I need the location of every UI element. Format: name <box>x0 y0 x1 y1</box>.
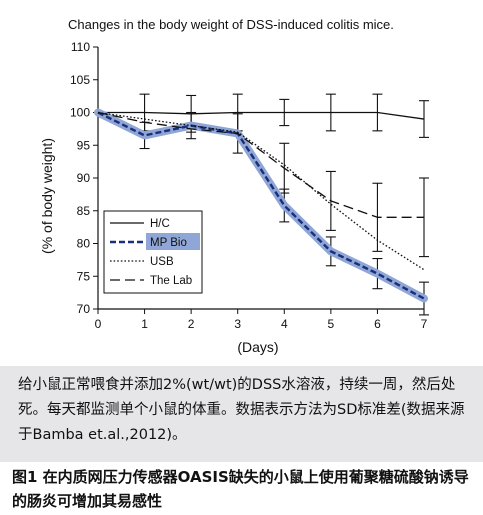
x-tick-label: 5 <box>328 317 335 331</box>
legend-highlight-mp-bio <box>146 233 200 250</box>
figure: Changes in the body weight of DSS-induce… <box>0 17 483 462</box>
y-tick-label: 100 <box>70 106 90 120</box>
chart: Changes in the body weight of DSS-induce… <box>39 17 429 355</box>
chart-title: Changes in the body weight of DSS-induce… <box>68 17 394 32</box>
legend: H/C MP Bio USB The Lab <box>103 210 203 294</box>
x-tick-label: 7 <box>421 317 428 331</box>
y-tick-label: 90 <box>77 171 91 185</box>
series-line-the-lab <box>97 111 424 218</box>
y-axis-title: (% of body weight) <box>39 138 55 254</box>
y-tick-label: 105 <box>70 73 90 87</box>
x-tick-label: 4 <box>281 317 288 331</box>
caption-text: 给小鼠正常喂食并添加2%(wt/wt)的DSS水溶液，持续一周，然后处死。每天都… <box>18 377 465 443</box>
x-tick-label: 1 <box>141 317 148 331</box>
y-tick-label: 110 <box>71 40 90 54</box>
x-tick-label: 3 <box>234 317 241 331</box>
x-tick-label: 6 <box>374 317 381 331</box>
plot-area: 70 75 80 85 90 95 100 105 110 0 1 2 3 4 5 6 7 H/C MP Bio US… <box>70 40 429 331</box>
y-tick-label: 95 <box>77 138 91 152</box>
y-tick-label: 80 <box>77 237 91 251</box>
y-tick-label: 75 <box>77 269 91 283</box>
legend-label-h-c: H/C <box>150 218 170 230</box>
caption-box: 给小鼠正常喂食并添加2%(wt/wt)的DSS水溶液，持续一周，然后处死。每天都… <box>0 366 483 462</box>
x-axis-title: (Days) <box>237 339 278 355</box>
series-line-mp-bio <box>97 111 425 300</box>
x-tick-label: 2 <box>188 317 195 331</box>
legend-label-usb: USB <box>150 256 174 268</box>
figure-title-area: 图1 在内质网压力传感器OASIS缺失的小鼠上使用葡聚糖硫酸钠诱导的肠炎可增加其… <box>0 462 483 515</box>
x-tick-label: 0 <box>95 317 102 331</box>
y-tick-label: 70 <box>77 302 91 316</box>
legend-box <box>103 210 203 294</box>
series-line-usb <box>97 111 425 271</box>
figure-title: 图1 在内质网压力传感器OASIS缺失的小鼠上使用葡聚糖硫酸钠诱导的肠炎可增加其… <box>12 468 469 510</box>
y-tick-label: 85 <box>77 204 91 218</box>
legend-label-the-lab: The Lab <box>150 275 192 287</box>
legend-label-mp-bio: MP Bio <box>150 237 187 249</box>
series-line-h-c <box>98 111 425 120</box>
